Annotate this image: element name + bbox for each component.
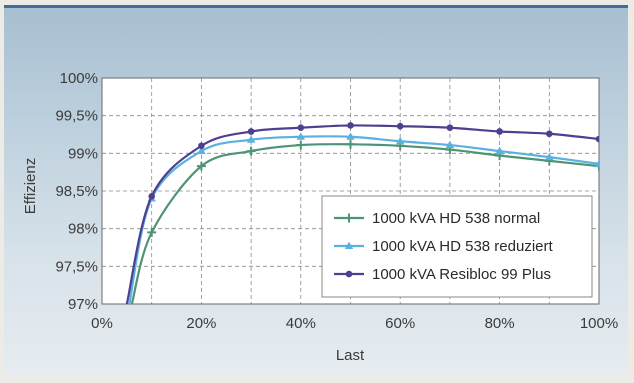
data-point xyxy=(296,140,306,150)
y-tick-labels: 97% 97,5% 98% 98,5% 99% 99,5% 100% xyxy=(55,70,98,313)
series-1 xyxy=(130,139,599,304)
y-tick-label: 99% xyxy=(68,145,98,162)
data-point xyxy=(595,135,599,143)
data-point xyxy=(546,130,553,138)
series-line xyxy=(125,124,599,304)
series-group xyxy=(125,122,599,304)
y-tick-label: 98% xyxy=(68,221,98,238)
x-tick-label: 0% xyxy=(91,315,113,332)
data-point xyxy=(247,128,255,135)
legend-label: 1000 kVA HD 538 normal xyxy=(372,210,540,227)
legend-label: 1000 kVA Resibloc 99 Plus xyxy=(372,266,551,283)
data-point xyxy=(594,159,599,167)
data-point xyxy=(396,136,405,145)
series-3 xyxy=(125,122,599,304)
data-point xyxy=(297,124,305,132)
legend-marker xyxy=(345,270,353,278)
data-point xyxy=(196,161,206,171)
legend-entry: 1000 kVA HD 538 normal xyxy=(334,210,540,227)
data-point xyxy=(347,122,354,129)
data-point xyxy=(446,124,454,132)
x-tick-label: 80% xyxy=(485,315,515,332)
data-point xyxy=(246,146,256,156)
y-tick-label: 97,5% xyxy=(55,258,98,275)
x-tick-label: 20% xyxy=(186,315,216,332)
legend-label: 1000 kVA HD 538 reduziert xyxy=(372,238,553,255)
line-chart: 97% 97,5% 98% 98,5% 99% 99,5% 100% 0% 20% 40% 60%… xyxy=(22,70,618,364)
data-point xyxy=(545,152,554,161)
legend-entry: 1000 kVA HD 538 reduziert xyxy=(334,238,553,255)
y-tick-label: 97% xyxy=(68,296,98,313)
data-point xyxy=(246,135,256,143)
data-point xyxy=(495,146,504,155)
data-point xyxy=(346,139,355,149)
legend-entry: 1000 kVA Resibloc 99 Plus xyxy=(334,266,551,283)
plot-border xyxy=(101,77,600,305)
data-point xyxy=(445,140,455,149)
x-axis-title: Last xyxy=(336,347,365,364)
x-tick-label: 100% xyxy=(580,315,618,332)
series-2 xyxy=(128,132,599,304)
data-point xyxy=(198,142,205,150)
series-line xyxy=(128,135,599,304)
x-tick-label: 40% xyxy=(286,315,316,332)
data-point xyxy=(296,132,305,140)
data-point xyxy=(496,128,503,135)
data-point xyxy=(346,132,355,140)
data-point xyxy=(197,146,206,155)
y-tick-label: 99,5% xyxy=(55,108,98,125)
legend: 1000 kVA HD 538 normal 1000 kVA HD 538 re… xyxy=(321,195,593,298)
y-tick-label: 98,5% xyxy=(55,183,98,200)
x-tick-labels: 0% 20% 40% 60% 80% 100% xyxy=(91,315,618,332)
chart-panel: 97% 97,5% 98% 98,5% 99% 99,5% 100% 0% 20% 40% 60%… xyxy=(4,5,628,376)
data-point xyxy=(148,192,155,200)
y-axis-title: Effizienz xyxy=(22,158,39,214)
data-point xyxy=(396,122,404,130)
y-tick-label: 100% xyxy=(60,70,98,87)
legend-marker xyxy=(344,213,354,223)
legend-marker xyxy=(344,241,354,249)
x-tick-label: 60% xyxy=(385,315,415,332)
legend-box xyxy=(321,195,593,298)
data-point xyxy=(147,227,157,237)
